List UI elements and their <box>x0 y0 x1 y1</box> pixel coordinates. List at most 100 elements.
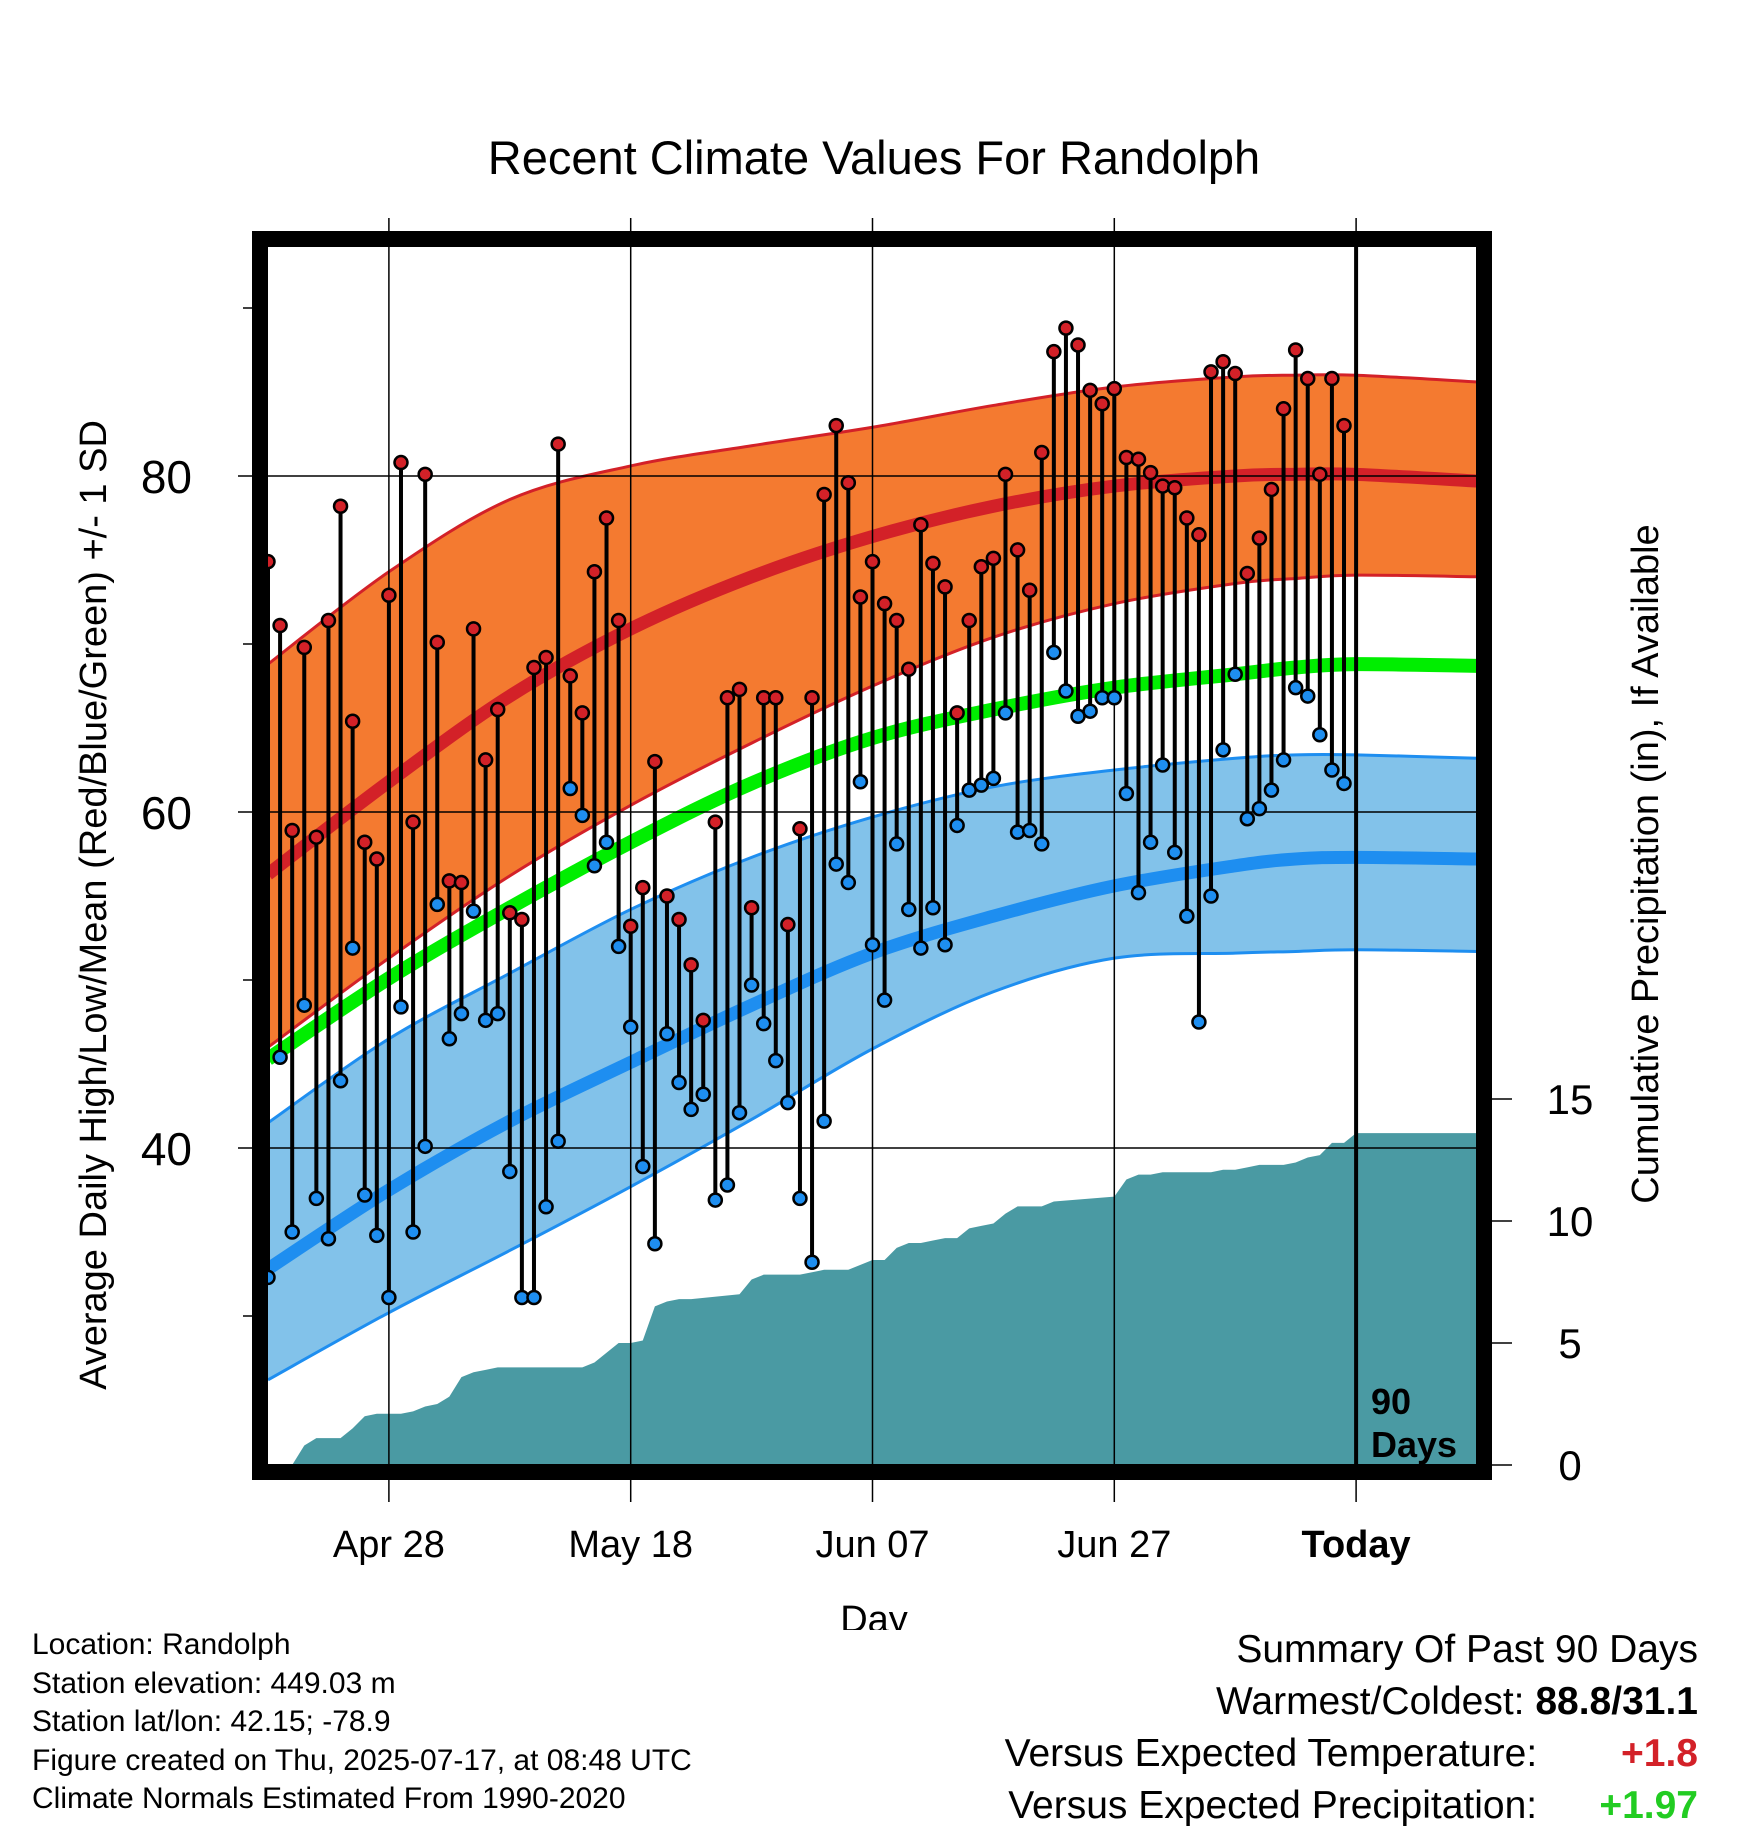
daily-low-point <box>913 940 929 956</box>
daily-low-point <box>489 1005 506 1022</box>
daily-low-point <box>284 1224 300 1240</box>
daily-high-point <box>344 713 361 730</box>
daily-low-point <box>707 1192 724 1208</box>
daily-low-point <box>949 817 965 834</box>
plot-frame <box>252 231 1492 1480</box>
axes-layer: Apr 28 May 18 Jun 07 Jun 27 Today 40 60 80 0 5 10 1… <box>141 218 1594 1566</box>
daily-high-point <box>949 705 965 721</box>
daily-high-point <box>864 553 881 570</box>
daily-high-point <box>538 649 554 666</box>
y-right-tick-label: 15 <box>1547 1076 1594 1123</box>
frame-layer <box>252 231 1492 1480</box>
daily-high-point <box>1070 337 1086 353</box>
daily-low-point <box>1167 844 1183 861</box>
daily-high-point <box>514 911 530 928</box>
daily-low-point <box>1275 752 1292 768</box>
daily-low-point <box>393 999 409 1015</box>
daily-high-point <box>780 916 796 933</box>
daily-high-point <box>1142 464 1159 481</box>
daily-high-point <box>502 905 518 921</box>
summary-warm-cold-row: Warmest/Coldest: 88.8/31.1 <box>1005 1676 1698 1728</box>
daily-high-point <box>622 918 639 934</box>
daily-high-point <box>1324 370 1340 387</box>
daily-low-point <box>780 1094 796 1111</box>
daily-high-point <box>417 466 433 483</box>
daily-low-point <box>320 1230 337 1247</box>
summary-warm-cold-value: 88.8/31.1 <box>1535 1680 1698 1723</box>
station-metadata: Location: Randolph Station elevation: 44… <box>32 1626 692 1819</box>
daily-low-point <box>755 1015 772 1032</box>
daily-low-point <box>937 936 953 953</box>
daily-low-point <box>562 780 578 797</box>
daily-low-point <box>586 858 603 874</box>
daily-high-point <box>1191 527 1207 543</box>
summary-panel: Summary Of Past 90 Days Warmest/Coldest:… <box>1005 1624 1698 1832</box>
daily-high-point <box>792 821 808 837</box>
y-left-tick-label: 40 <box>141 1123 192 1175</box>
daily-high-point <box>586 564 603 580</box>
summary-temp-row: Versus Expected Temperature: +1.8 <box>1005 1728 1698 1780</box>
daily-low-point <box>828 856 844 872</box>
daily-high-point <box>1251 530 1268 546</box>
daily-low-point <box>635 1158 651 1175</box>
daily-low-point <box>308 1190 325 1207</box>
x-tick-label: Jun 07 <box>815 1524 929 1566</box>
daily-high-point <box>1094 396 1110 412</box>
summary-precip-value: +1.97 <box>1599 1784 1698 1827</box>
daily-high-point <box>381 587 397 604</box>
daily-high-point <box>356 834 373 850</box>
daily-high-point <box>659 888 675 904</box>
daily-high-point <box>913 516 929 533</box>
daily-high-point <box>1082 382 1098 399</box>
daily-high-point <box>1106 380 1123 397</box>
high-minus-sd-line <box>267 573 1478 1049</box>
daily-high-point <box>683 957 699 973</box>
elevation-text: Station elevation: 449.03 m <box>32 1666 396 1700</box>
daily-high-point <box>598 510 615 526</box>
daily-high-point <box>284 822 300 839</box>
daily-high-point <box>1275 401 1292 417</box>
daily-high-point <box>1299 370 1316 387</box>
daily-low-point <box>441 1031 458 1047</box>
daily-low-point <box>1263 782 1280 798</box>
y-right-tick-label: 5 <box>1558 1320 1581 1367</box>
daily-high-point <box>1312 466 1328 483</box>
daily-high-point <box>1034 444 1050 461</box>
daily-high-point <box>465 621 482 637</box>
daily-low-point <box>997 705 1014 721</box>
daily-high-point <box>707 814 724 830</box>
y-right-tick-label: 0 <box>1558 1442 1581 1489</box>
daily-high-point <box>997 466 1014 483</box>
daily-high-point <box>1239 565 1256 582</box>
daily-high-point <box>973 558 990 575</box>
daily-high-point <box>562 668 578 684</box>
daily-high-point <box>1130 451 1147 467</box>
daily-high-point <box>828 417 844 434</box>
daily-high-point <box>393 454 409 471</box>
daily-high-point <box>937 579 953 595</box>
daily-low-point <box>369 1227 385 1244</box>
daily-low-point <box>840 874 857 891</box>
daily-high-point <box>985 550 1002 567</box>
low-normal-line <box>264 850 1478 1275</box>
latlon-text: Station lat/lon: 42.15; -78.9 <box>32 1705 391 1738</box>
daily-high-point <box>477 752 494 768</box>
daily-high-point <box>1203 364 1219 380</box>
daily-low-point <box>1287 679 1304 696</box>
daily-low-point <box>973 777 990 793</box>
daily-high-point <box>1263 481 1280 498</box>
daily-low-point <box>1336 775 1352 792</box>
daily-low-point <box>526 1289 542 1306</box>
daily-low-point <box>356 1187 373 1203</box>
daily-high-point <box>489 701 506 718</box>
daily-high-point <box>296 639 313 656</box>
x-tick-label: Apr 28 <box>333 1524 445 1566</box>
daily-low-point <box>1046 644 1062 661</box>
daily-low-point <box>888 836 905 852</box>
daily-high-point <box>671 911 687 928</box>
daily-high-point <box>610 612 627 629</box>
daily-low-point <box>1312 726 1328 743</box>
daily-high-point <box>743 900 760 916</box>
summary-precip-label: Versus Expected Precipitation: <box>1008 1784 1538 1827</box>
daily-low-point <box>659 1026 675 1042</box>
